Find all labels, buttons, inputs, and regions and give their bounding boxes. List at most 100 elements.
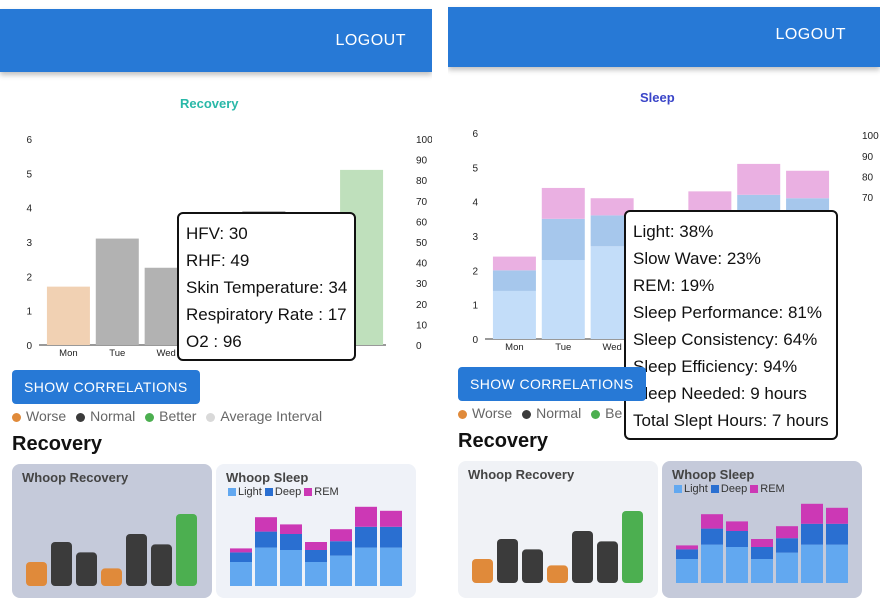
recovery-mini-bar [51,542,72,586]
normal-dot-icon [522,409,532,419]
section-title: Recovery [12,433,103,455]
sleep-mini-bar-rem [355,506,377,527]
logout-button[interactable]: LOGOUT [775,26,846,43]
sleep-mini-bar-light [230,562,252,586]
tooltip-line: O2 : 96 [186,332,242,351]
sleep-mini-bar-rem [330,529,352,542]
y2-tick-label: 70 [416,197,428,208]
y2-tick-label: 30 [416,279,428,290]
y-tick-label: 4 [26,204,32,215]
recovery-mini-bar [522,549,543,583]
left-screen: LOGOUT Recovery 0 1 2 3 4 5 6 0 10 20 30 40 50 60 70 80… [0,0,432,598]
legend-better: Be [605,405,623,421]
normal-dot-icon [76,412,86,422]
recovery-mini-bar [597,541,618,583]
sleep-mini-bar-deep [330,541,352,556]
whoop-sleep-card[interactable]: Whoop Sleep Light Deep REM [216,464,416,598]
sleep-mini-bar-deep [801,523,823,545]
sleep-mini-bar-light [776,552,798,583]
legend-worse: Worse [26,408,67,424]
y-tick-label: 1 [26,307,32,318]
bar-segment-rem [590,198,634,216]
status-legend: Worse Normal Better Average Interval [12,408,328,424]
app-bar: LOGOUT [448,7,880,67]
show-correlations-button[interactable]: SHOW CORRELATIONS [12,370,200,404]
section-title: Recovery [458,430,549,452]
worse-dot-icon [458,409,467,419]
recovery-mini-chart [26,514,197,586]
sleep-mini-bar-rem [255,517,277,532]
sleep-mini-chart [230,506,402,586]
sleep-mini-bar-light [305,562,327,586]
tooltip-line: REM: 19% [633,276,715,295]
chart-title: Recovery [180,96,239,111]
y-tick-label: 2 [472,266,478,277]
sleep-mini-bar-rem [230,548,252,553]
sleep-mini-bar-deep [751,547,773,559]
light-square-icon [228,488,236,497]
sleep-mini-bar-rem [801,503,823,524]
tooltip-line: HFV: 30 [186,224,248,243]
rem-square-icon [304,488,313,497]
sleep-mini-bar-rem [726,521,748,531]
legend-worse: Worse [472,405,513,421]
bar-segment-light [541,260,585,339]
sleep-mini-bar-light [751,559,773,583]
sleep-mini-bar-light [255,547,277,586]
tooltip-line: Skin Temperature: 34 [186,278,348,297]
sleep-mini-bar-rem [305,542,327,550]
sleep-mini-bar-deep [255,531,277,548]
sleep-mini-bar-rem [676,545,698,550]
y-tick-label: 3 [26,238,32,249]
sleep-mini-legend: Light Deep REM [674,483,785,495]
whoop-recovery-card[interactable]: Whoop Recovery [12,464,212,598]
whoop-sleep-card[interactable]: Whoop Sleep Light Deep REM [662,461,862,598]
bar-segment-deep [492,270,536,291]
recovery-tooltip: HFV: 30 RHF: 49 Skin Temperature: 34 Res… [177,212,357,361]
y-tick-label: 5 [26,169,32,180]
legend-light: Light [684,483,708,495]
bar [46,286,90,345]
legend-normal: Normal [90,408,136,424]
recovery-mini-bar [101,568,122,586]
sleep-mini-bar-deep [701,528,723,545]
legend-average: Average Interval [220,408,323,424]
card-title: Whoop Recovery [468,467,575,482]
sleep-mini-bar-light [280,550,302,586]
sleep-mini-bar-light [330,555,352,586]
sleep-mini-chart [676,503,848,583]
sleep-mini-bar-light [380,547,402,586]
y-tick-label: 0 [472,335,478,346]
sleep-mini-bar-deep [230,552,252,562]
average-dot-icon [206,412,216,422]
logout-button[interactable]: LOGOUT [335,32,406,49]
bar [95,238,139,345]
whoop-recovery-card[interactable]: Whoop Recovery [458,461,658,598]
y2-tick-label: 10 [416,320,428,331]
recovery-mini-bar [76,552,97,586]
bar-segment-light [492,290,536,339]
legend-rem: REM [760,483,785,495]
tooltip-line: Sleep Consistency: 64% [633,330,818,349]
sleep-mini-bar-light [726,547,748,583]
sleep-tooltip: Light: 38% Slow Wave: 23% REM: 19% Sleep… [624,210,838,440]
rem-square-icon [750,485,759,494]
sleep-mini-bar-deep [826,523,848,545]
y-tick-label: 0 [26,341,32,352]
deep-square-icon [710,485,719,494]
show-correlations-button[interactable]: SHOW CORRELATIONS [458,367,646,401]
sleep-mini-bar-rem [380,510,402,527]
legend-better: Better [159,408,197,424]
sleep-mini-bar-rem [280,524,302,534]
sleep-mini-bar-rem [776,526,798,539]
y2-tick-label: 80 [862,172,874,183]
recovery-mini-bar [126,534,147,586]
y2-tick-label: 100 [416,135,432,146]
worse-dot-icon [12,412,21,422]
x-tick-label: Mon [505,342,523,352]
y2-tick-label: 70 [862,193,874,204]
y-tick-label: 6 [26,135,32,146]
y2-tick-label: 90 [416,156,428,167]
y2-tick-label: 100 [862,131,879,142]
bar-segment-deep [541,218,585,261]
